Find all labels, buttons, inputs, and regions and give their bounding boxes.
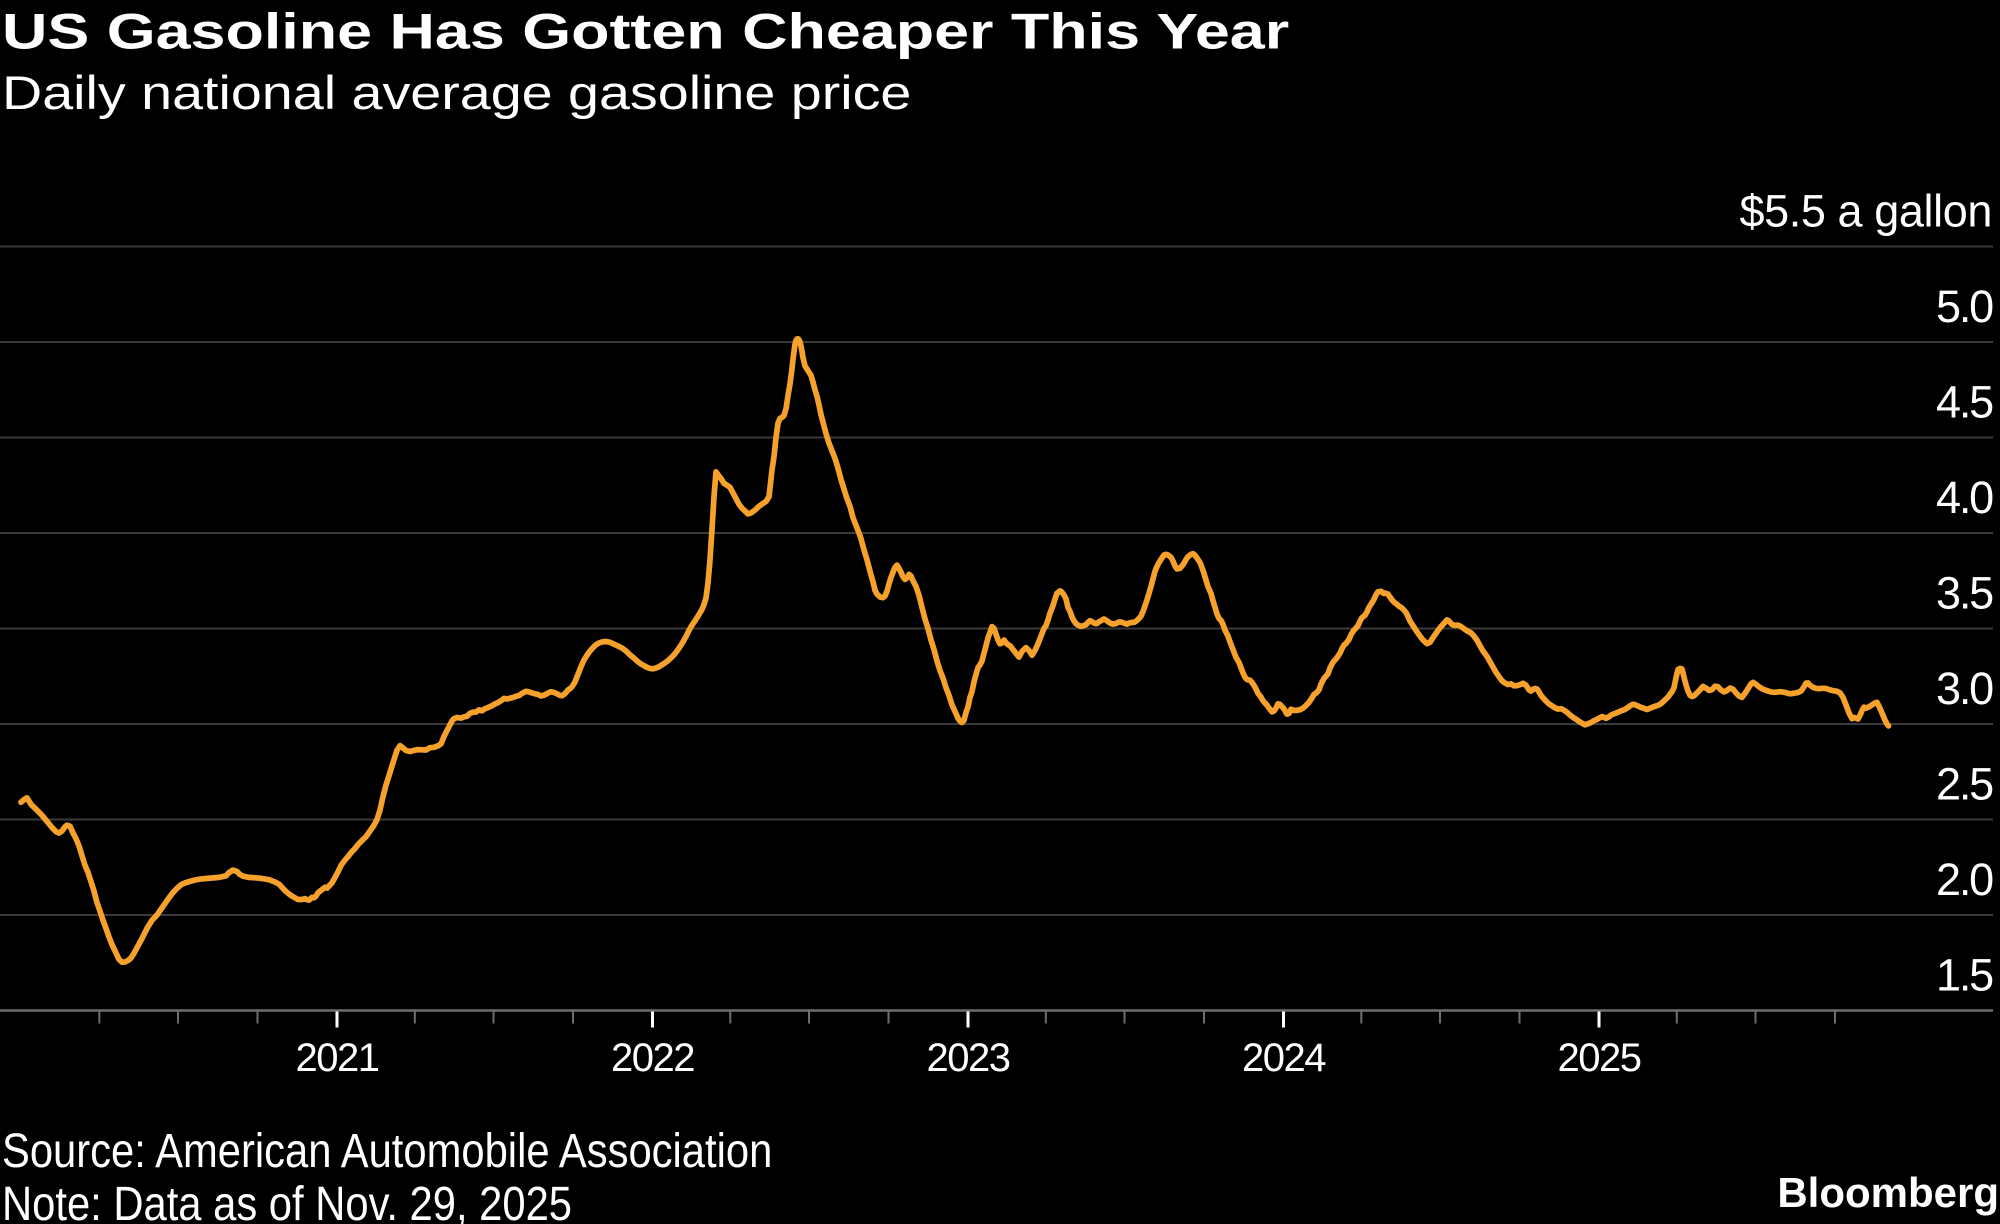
svg-text:3.5: 3.5 [1936,568,1993,619]
svg-text:2.0: 2.0 [1936,854,1993,905]
svg-text:2024: 2024 [1242,1036,1326,1080]
svg-text:Daily national average gasolin: Daily national average gasoline price [2,66,911,119]
svg-text:3.0: 3.0 [1936,663,1993,714]
svg-text:2025: 2025 [1558,1036,1641,1080]
svg-text:4.5: 4.5 [1936,377,1993,428]
svg-text:2023: 2023 [927,1036,1010,1080]
svg-text:1.5: 1.5 [1936,950,1993,1001]
svg-text:4.0: 4.0 [1936,472,1993,523]
svg-text:5.0: 5.0 [1936,281,1993,332]
svg-text:2.5: 2.5 [1936,759,1993,810]
svg-text:2022: 2022 [611,1036,694,1080]
svg-text:Bloomberg: Bloomberg [1777,1169,1999,1216]
svg-text:2021: 2021 [296,1036,379,1080]
svg-text:$5.5 a gallon: $5.5 a gallon [1739,186,1992,237]
svg-text:Note: Data as of Nov. 29, 2025: Note: Data as of Nov. 29, 2025 [2,1176,572,1224]
svg-text:Source: American Automobile As: Source: American Automobile Association [2,1123,772,1177]
svg-text:US Gasoline Has Gotten Cheaper: US Gasoline Has Gotten Cheaper This Year [2,4,1289,59]
